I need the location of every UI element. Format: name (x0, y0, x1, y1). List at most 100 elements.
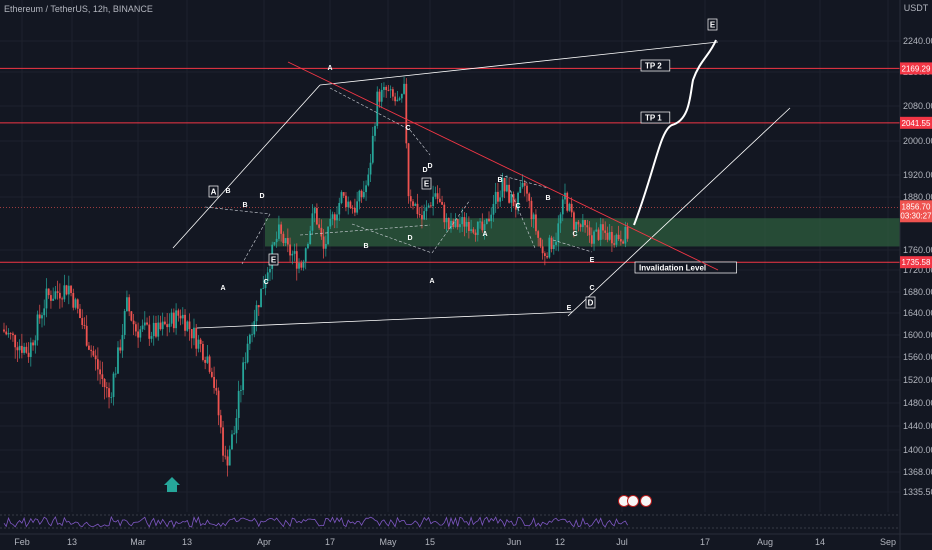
candle-body (535, 214, 537, 232)
candle-body (347, 201, 350, 208)
candle-body (608, 231, 611, 240)
flag-icon[interactable] (640, 495, 652, 507)
price-tag-label: 1735.58 (902, 258, 931, 267)
candle-body (101, 374, 104, 380)
candle-body (295, 251, 298, 269)
time-tick-label: May (379, 537, 397, 547)
candle-body (555, 241, 557, 245)
candle-body (134, 324, 137, 332)
candle-body (219, 415, 222, 428)
candle-body (141, 325, 144, 330)
candle-body (324, 244, 327, 249)
price-tick-label: 1880.00 (903, 192, 932, 202)
candle-body (405, 83, 408, 144)
chart-title: Ethereum / TetherUS, 12h, BINANCE (4, 4, 153, 14)
candle-body (595, 229, 598, 232)
candle-body (611, 231, 613, 244)
wave-connector (509, 189, 536, 249)
price-levels: TP 2 TP 1 Invalidation Level (0, 59, 900, 274)
candle-body (322, 236, 325, 249)
price-tick-label: 1520.00 (903, 375, 932, 385)
candle-body (29, 342, 32, 357)
wave-label: E (567, 305, 572, 312)
wave-connector (241, 213, 271, 265)
candle-body (92, 350, 95, 356)
candle-body (47, 288, 50, 296)
trendline (172, 84, 321, 249)
candle-body (313, 208, 316, 214)
candle-body (599, 224, 602, 240)
candle-body (590, 235, 593, 244)
candle-body (14, 335, 17, 348)
time-tick-label: Mar (130, 537, 146, 547)
candle-body (41, 315, 43, 319)
price-tick-label: 2240.00 (903, 36, 932, 46)
candle-body (193, 327, 195, 339)
level-label: Invalidation Level (639, 264, 706, 273)
candle-body (293, 251, 296, 254)
candle-body (412, 201, 414, 206)
candle-body (103, 379, 106, 388)
candle-body (387, 90, 390, 91)
candle-body (195, 327, 198, 349)
candle-body (459, 224, 461, 228)
candle-body (374, 125, 376, 136)
time-tick-label: 15 (425, 537, 435, 547)
candle-body (316, 208, 318, 225)
candle-body (32, 342, 34, 346)
candle-body (584, 220, 586, 226)
candle-body (450, 220, 452, 230)
candle-body (418, 214, 421, 216)
price-axis[interactable] (900, 0, 932, 550)
candle-body (266, 272, 269, 282)
candle-body (351, 207, 354, 209)
candle-body (490, 214, 493, 222)
candle-body (602, 224, 604, 231)
candle-body (360, 190, 363, 198)
price-tick-label: 1560.00 (903, 352, 932, 362)
candle-body (90, 349, 93, 351)
candle-body (523, 182, 526, 186)
candle-body (505, 184, 508, 192)
candle-body (521, 182, 524, 187)
flag-icon[interactable] (627, 495, 639, 507)
candle-body (159, 322, 162, 330)
candle-body (577, 221, 580, 225)
candle-body (570, 203, 573, 213)
candle-body (586, 225, 589, 228)
candle-body (483, 224, 486, 231)
trendline (319, 41, 719, 86)
candle-body (175, 310, 177, 329)
candle-body (416, 203, 419, 215)
candle-body (186, 321, 189, 331)
candle-body (376, 91, 379, 126)
candle-body (72, 292, 75, 308)
wave-label-box (268, 253, 279, 266)
up-arrow-icon (164, 477, 180, 492)
candle-body (365, 185, 367, 193)
candle-body (425, 207, 428, 212)
candle-body (331, 214, 334, 219)
projected-path (633, 39, 717, 226)
candle-body (112, 373, 115, 397)
candle-body (561, 199, 564, 215)
candle-body (407, 143, 410, 197)
price-tag-label: 2041.55 (902, 119, 931, 128)
trend-drawings (172, 39, 791, 329)
candle-body (264, 281, 267, 289)
candle-body (613, 243, 616, 245)
candle-body (217, 390, 220, 416)
wave-label: B (242, 202, 247, 209)
candle-body (336, 214, 338, 221)
candle-body (61, 298, 64, 300)
candle-body (204, 359, 207, 363)
candle-body (447, 218, 450, 230)
event-flags[interactable] (618, 495, 652, 507)
candle-body (385, 86, 388, 91)
countdown-label: 03:30:27 (900, 211, 932, 220)
candle-body (436, 193, 439, 199)
candle-body (340, 192, 343, 204)
wave-connector (499, 174, 549, 189)
level-label-box (640, 111, 671, 124)
